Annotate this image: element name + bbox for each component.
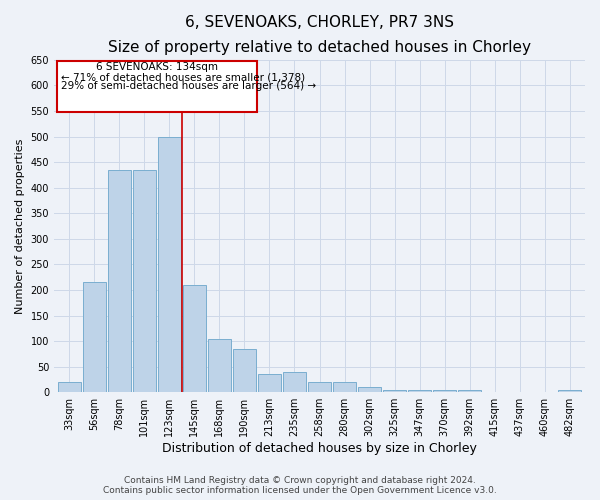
Text: 6 SEVENOAKS: 134sqm: 6 SEVENOAKS: 134sqm — [96, 62, 218, 72]
Text: 29% of semi-detached houses are larger (564) →: 29% of semi-detached houses are larger (… — [61, 82, 316, 92]
Bar — [283, 372, 306, 392]
Bar — [433, 390, 456, 392]
Bar — [559, 390, 581, 392]
Text: Contains HM Land Registry data © Crown copyright and database right 2024.
Contai: Contains HM Land Registry data © Crown c… — [103, 476, 497, 495]
Bar — [208, 338, 231, 392]
Bar — [183, 285, 206, 392]
Bar — [408, 390, 431, 392]
Y-axis label: Number of detached properties: Number of detached properties — [15, 138, 25, 314]
Bar — [83, 282, 106, 392]
Bar — [358, 387, 381, 392]
X-axis label: Distribution of detached houses by size in Chorley: Distribution of detached houses by size … — [162, 442, 477, 455]
Bar — [383, 390, 406, 392]
Bar — [58, 382, 80, 392]
Text: ← 71% of detached houses are smaller (1,378): ← 71% of detached houses are smaller (1,… — [61, 72, 305, 82]
Bar — [107, 170, 131, 392]
Title: 6, SEVENOAKS, CHORLEY, PR7 3NS
Size of property relative to detached houses in C: 6, SEVENOAKS, CHORLEY, PR7 3NS Size of p… — [108, 15, 531, 54]
Bar — [333, 382, 356, 392]
Bar — [233, 349, 256, 392]
Bar — [258, 374, 281, 392]
FancyBboxPatch shape — [57, 61, 257, 112]
Bar — [458, 390, 481, 392]
Bar — [158, 136, 181, 392]
Bar — [308, 382, 331, 392]
Bar — [133, 170, 156, 392]
